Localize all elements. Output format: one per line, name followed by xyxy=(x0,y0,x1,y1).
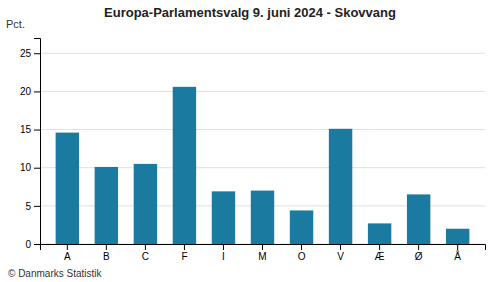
x-tick: Ø xyxy=(415,244,423,262)
x-tick: Æ xyxy=(375,244,385,262)
x-tick: I xyxy=(222,244,225,262)
y-axis-line xyxy=(34,39,41,245)
x-tick-label: B xyxy=(103,251,110,262)
y-tick: 5 xyxy=(25,201,40,212)
y-axis-label: Pct. xyxy=(6,18,25,30)
x-tick: V xyxy=(337,244,344,262)
bar xyxy=(368,223,391,244)
y-tick-mark xyxy=(34,130,40,131)
x-tick-mark xyxy=(379,244,380,250)
x-tick-label: O xyxy=(298,251,306,262)
x-tick-label: V xyxy=(337,251,344,262)
y-tick: 0 xyxy=(25,239,40,250)
y-tick-label: 20 xyxy=(20,86,32,97)
x-tick: M xyxy=(258,244,266,262)
y-tick-label: 10 xyxy=(20,162,32,173)
x-tick-label: F xyxy=(181,251,187,262)
y-tick-mark xyxy=(34,244,40,245)
x-tick: F xyxy=(181,244,187,262)
x-tick: B xyxy=(103,244,110,262)
x-tick-label: Ø xyxy=(415,251,423,262)
x-tick-mark xyxy=(301,244,302,250)
bar xyxy=(290,210,313,244)
x-tick-mark xyxy=(262,244,263,250)
chart-svg: 0 5 10 15 20 25 A B C F I M O V Æ Ø Å Pct. Europa-Parlamen… xyxy=(0,0,500,282)
bar xyxy=(407,194,430,244)
x-tick-mark xyxy=(457,244,458,250)
bar xyxy=(251,191,274,244)
x-tick-mark xyxy=(67,244,68,250)
x-tick-label: M xyxy=(258,251,266,262)
y-tick-label: 0 xyxy=(25,239,31,250)
y-tick: 25 xyxy=(20,48,40,59)
y-axis: 0 5 10 15 20 25 xyxy=(20,39,41,250)
y-tick: 20 xyxy=(20,86,40,97)
y-tick-mark xyxy=(34,53,40,54)
bar xyxy=(212,191,235,244)
bar xyxy=(446,229,469,244)
y-tick: 10 xyxy=(20,162,40,173)
plot-area: 0 5 10 15 20 25 A B C F I M O V Æ Ø Å xyxy=(20,39,486,263)
bar xyxy=(56,133,79,244)
x-tick: C xyxy=(142,244,149,262)
x-tick-label: C xyxy=(142,251,149,262)
x-tick-mark xyxy=(223,244,224,250)
footer: © Danmarks Statistik xyxy=(8,268,103,279)
x-tick-mark xyxy=(418,244,419,250)
grid-line xyxy=(40,53,485,54)
grid-line xyxy=(40,91,485,92)
x-axis: ABCFIMOVÆØÅ xyxy=(41,244,486,262)
x-axis-line xyxy=(41,245,486,251)
x-tick-mark xyxy=(145,244,146,250)
x-tick: Å xyxy=(454,244,461,262)
x-tick-mark xyxy=(340,244,341,250)
x-tick-mark xyxy=(106,244,107,250)
y-tick-mark xyxy=(34,168,40,169)
bar xyxy=(173,87,196,244)
y-tick-label: 15 xyxy=(20,124,32,135)
title: Europa-Parlamentsvalg 9. juni 2024 - Sko… xyxy=(104,5,396,20)
y-tick-label: 5 xyxy=(25,201,31,212)
bar xyxy=(95,167,118,244)
y-tick-mark xyxy=(34,206,40,207)
y-tick-mark xyxy=(34,91,40,92)
bar xyxy=(329,129,352,244)
chart-container: 0 5 10 15 20 25 A B C F I M O V Æ Ø Å Pct. Europa-Parlamen… xyxy=(0,0,500,282)
grid-line xyxy=(40,129,485,130)
bar xyxy=(134,164,157,244)
y-tick: 15 xyxy=(20,124,40,135)
y-tick-label: 25 xyxy=(20,48,32,59)
x-tick-label: Æ xyxy=(375,251,385,262)
bars xyxy=(56,87,470,244)
grid xyxy=(40,53,485,244)
x-tick-label: A xyxy=(64,251,71,262)
x-tick: O xyxy=(298,244,306,262)
x-tick-label: Å xyxy=(454,250,461,262)
x-tick: A xyxy=(64,244,71,262)
x-tick-mark xyxy=(184,244,185,250)
x-tick-label: I xyxy=(222,251,225,262)
